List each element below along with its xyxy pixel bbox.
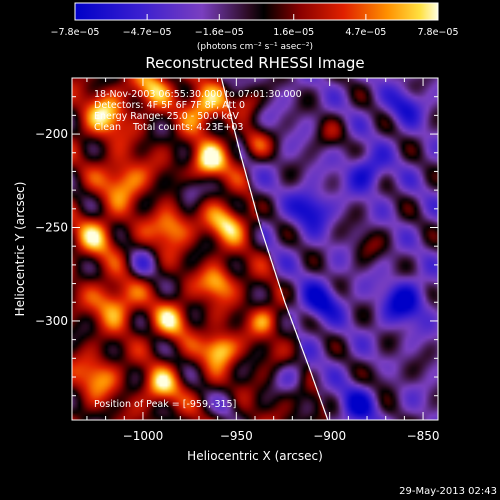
y-tick-label: −300 [35,314,68,328]
solar-limb-line [220,78,329,420]
colorbar-ticks: −7.8e−05 −4.7e−05 −1.6e−05 1.6e−05 4.7e−05 7.… [51,14,459,38]
annotation-time-range: 18-Nov-2003 06:55:30.000 to 07:01:30.000 [94,89,302,100]
colorbar [74,2,439,21]
colorbar-tick-label: 1.6e−05 [273,27,314,38]
heatmap-raster [72,78,438,420]
x-axis: −1000 −950 −900 −850 [86,78,440,443]
x-tick-label: −1000 [123,429,164,443]
annotation-total-counts: Clean Total counts: 4.23E+03 [94,122,243,133]
y-axis-label: Heliocentric Y (arcsec) [13,182,27,317]
colorbar-tick-label: −7.8e−05 [51,27,100,38]
heatmap-image [72,78,438,420]
colorbar-tick-label: −4.7e−05 [123,27,172,38]
x-axis-label: Heliocentric X (arcsec) [187,449,323,463]
annotation-detectors: Detectors: 4F 5F 6F 7F 8F, Att 0 [94,100,245,111]
x-tick-label: −850 [407,429,440,443]
colorbar-tick-label: 4.7e−05 [345,27,386,38]
y-tick-label: −250 [35,221,68,235]
colorbar-unit-label: (photons cm⁻² s⁻¹ asec⁻²) [197,42,313,52]
colorbar-tick-label: −1.6e−05 [195,27,244,38]
observation-annotations: 18-Nov-2003 06:55:30.000 to 07:01:30.000… [94,89,302,133]
y-tick-label: −200 [35,127,68,141]
chart-title: Reconstructed RHESSI Image [145,54,364,72]
y-axis: −200 −250 −300 [35,77,438,397]
annotation-energy-range: Energy Range: 25.0 - 50.0 keV [94,111,239,122]
footer-timestamp: 29-May-2013 02:43 [399,486,497,497]
peak-position-label: Position of Peak = [-959,-315] [94,399,236,410]
x-tick-label: −950 [220,429,253,443]
x-tick-label: −900 [313,429,346,443]
colorbar-tick-label: 7.8e−05 [417,27,458,38]
